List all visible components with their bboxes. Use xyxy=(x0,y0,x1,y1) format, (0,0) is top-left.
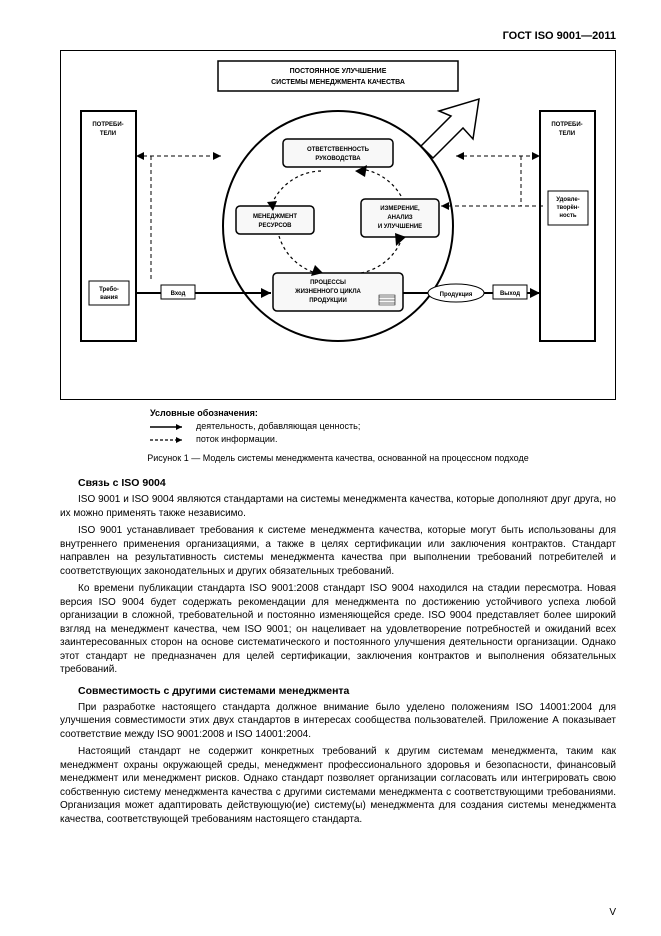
legend-item1-text: деятельность, добавляющая ценность; xyxy=(196,420,360,433)
node-left-line1: МЕНЕДЖМЕНТ xyxy=(253,214,297,220)
left-req-line1: Требо- xyxy=(99,286,119,293)
section2-title: Совместимость с другими системами менедж… xyxy=(78,685,616,697)
right-sat-line1: Удовле- xyxy=(556,197,580,203)
section1-title: Связь с ISO 9004 xyxy=(78,477,616,489)
legend-dashed-line-icon xyxy=(150,435,190,443)
document-header-code: ГОСТ ISO 9001—2011 xyxy=(60,30,616,42)
legend-solid-line-icon xyxy=(150,422,190,430)
section2-p1: При разработке настоящего стандарта долж… xyxy=(60,701,616,742)
figure-caption: Рисунок 1 — Модель системы менеджмента к… xyxy=(60,453,616,463)
node-right-line3: И УЛУЧШЕНИЕ xyxy=(378,224,422,230)
right-consumer-line1: ПОТРЕБИ- xyxy=(551,122,582,128)
section1-p2: ISO 9001 устанавливает требования к сист… xyxy=(60,524,616,578)
section1-p3: Ко времени публикации стандарта ISO 9001… xyxy=(60,582,616,677)
diagram-title-line2: СИСТЕМЫ МЕНЕДЖМЕНТА КАЧЕСТВА xyxy=(271,79,405,86)
node-bottom-line3: ПРОДУКЦИИ xyxy=(309,298,347,304)
left-req-line2: вания xyxy=(100,295,118,301)
legend-title: Условные обозначения: xyxy=(150,408,616,418)
node-top-line1: ОТВЕТСТВЕННОСТЬ xyxy=(307,147,370,153)
node-right-line2: АНАЛИЗ xyxy=(387,215,413,221)
legend-item-2: поток информации. xyxy=(150,433,616,446)
node-bottom-line1: ПРОЦЕССЫ xyxy=(310,280,346,286)
legend-item-1: деятельность, добавляющая ценность; xyxy=(150,420,616,433)
node-right-line1: ИЗМЕРЕНИЕ, xyxy=(380,206,420,212)
left-consumer-line2: ТЕЛИ xyxy=(100,131,116,137)
legend-item2-text: поток информации. xyxy=(196,433,277,446)
right-sat-line3: ность xyxy=(559,213,576,219)
process-model-figure: ПОСТОЯННОЕ УЛУЧШЕНИЕ СИСТЕМЫ МЕНЕДЖМЕНТА… xyxy=(60,50,616,400)
product-label: Продукция xyxy=(440,292,473,298)
document-page: ГОСТ ISO 9001—2011 ПОСТОЯННОЕ УЛУЧШЕНИЕ … xyxy=(0,0,661,936)
left-consumer-line1: ПОТРЕБИ- xyxy=(92,122,123,128)
right-consumer-line2: ТЕЛИ xyxy=(559,131,575,137)
diagram-title-line1: ПОСТОЯННОЕ УЛУЧШЕНИЕ xyxy=(290,68,387,75)
section1-p1: ISO 9001 и ISO 9004 являются стандартами… xyxy=(60,493,616,520)
node-top-line2: РУКОВОДСТВА xyxy=(315,156,361,162)
right-sat-line2: творён- xyxy=(557,205,580,211)
legend-block: Условные обозначения: деятельность, доба… xyxy=(150,408,616,445)
section2-p2: Настоящий стандарт не содержит конкретны… xyxy=(60,745,616,826)
output-label: Выход xyxy=(500,291,520,297)
process-model-svg: ПОСТОЯННОЕ УЛУЧШЕНИЕ СИСТЕМЫ МЕНЕДЖМЕНТА… xyxy=(61,51,615,399)
node-bottom-line2: ЖИЗНЕННОГО ЦИКЛА xyxy=(294,289,361,295)
page-number: V xyxy=(609,907,616,918)
node-left-line2: РЕСУРСОВ xyxy=(258,223,292,229)
input-label: Вход xyxy=(171,291,186,297)
